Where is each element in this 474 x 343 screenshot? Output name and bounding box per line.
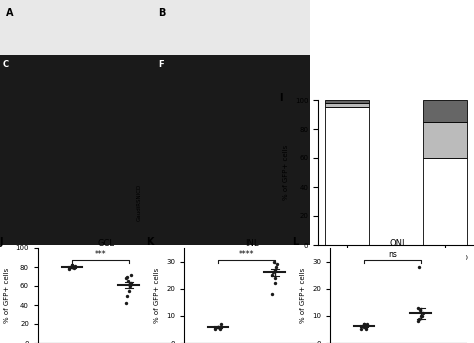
Point <box>122 300 129 306</box>
Point <box>216 327 224 332</box>
Text: I: I <box>279 93 283 103</box>
Point <box>127 281 135 286</box>
Y-axis label: % of GFP+ cells: % of GFP+ cells <box>155 268 160 323</box>
Point <box>70 264 77 270</box>
Point <box>211 327 219 332</box>
Point <box>68 262 76 268</box>
Bar <box>325 100 369 103</box>
Text: K: K <box>146 237 154 247</box>
Bar <box>423 100 467 122</box>
Point <box>123 274 131 279</box>
Point <box>216 324 223 330</box>
Point <box>360 324 367 330</box>
Text: F: F <box>158 60 164 69</box>
Y-axis label: % of GFP+ cells: % of GFP+ cells <box>4 268 10 323</box>
Text: L: L <box>292 237 298 247</box>
Point <box>128 272 135 277</box>
Point <box>271 281 279 286</box>
Point <box>271 275 278 281</box>
Point <box>418 313 426 319</box>
Bar <box>325 103 369 107</box>
Y-axis label: % of GFP+ cells: % of GFP+ cells <box>301 268 306 323</box>
Point <box>124 279 132 284</box>
Point <box>123 293 131 298</box>
Point <box>273 262 281 267</box>
Title: ONL: ONL <box>389 239 407 248</box>
Text: ns: ns <box>388 250 397 259</box>
Point <box>270 259 278 264</box>
Point <box>417 313 424 319</box>
Text: A: A <box>6 8 14 18</box>
Point <box>360 321 368 327</box>
Point <box>122 276 129 281</box>
Text: GaudiRSNICD: GaudiRSNICD <box>137 184 141 221</box>
Point <box>271 267 278 272</box>
Point <box>218 321 225 327</box>
Text: J: J <box>0 237 3 247</box>
Title: GCL: GCL <box>98 239 115 248</box>
Text: ****: **** <box>238 250 254 259</box>
Point <box>268 292 275 297</box>
Text: C: C <box>3 60 9 69</box>
Point <box>414 305 421 310</box>
Point <box>268 272 275 278</box>
Bar <box>423 122 467 158</box>
Point <box>65 266 73 272</box>
Point <box>416 308 424 313</box>
Point <box>415 264 423 270</box>
Point <box>364 321 371 327</box>
Point <box>272 264 280 270</box>
Text: B: B <box>158 8 165 18</box>
Point <box>362 324 369 330</box>
Point <box>68 262 76 268</box>
Point <box>357 327 365 332</box>
Point <box>419 310 427 316</box>
Point <box>68 264 75 270</box>
Point <box>70 265 78 271</box>
Bar <box>325 107 369 245</box>
Point <box>269 270 277 275</box>
Title: INL: INL <box>245 239 259 248</box>
Point <box>72 263 79 269</box>
Point <box>125 288 132 294</box>
Point <box>362 327 370 332</box>
Bar <box>423 158 467 245</box>
Point <box>414 319 421 324</box>
Point <box>126 283 134 289</box>
Text: ***: *** <box>94 250 106 259</box>
Y-axis label: % of GFP+ cells: % of GFP+ cells <box>283 145 289 200</box>
Point <box>415 316 423 321</box>
Point <box>360 321 368 327</box>
Point <box>214 324 221 330</box>
